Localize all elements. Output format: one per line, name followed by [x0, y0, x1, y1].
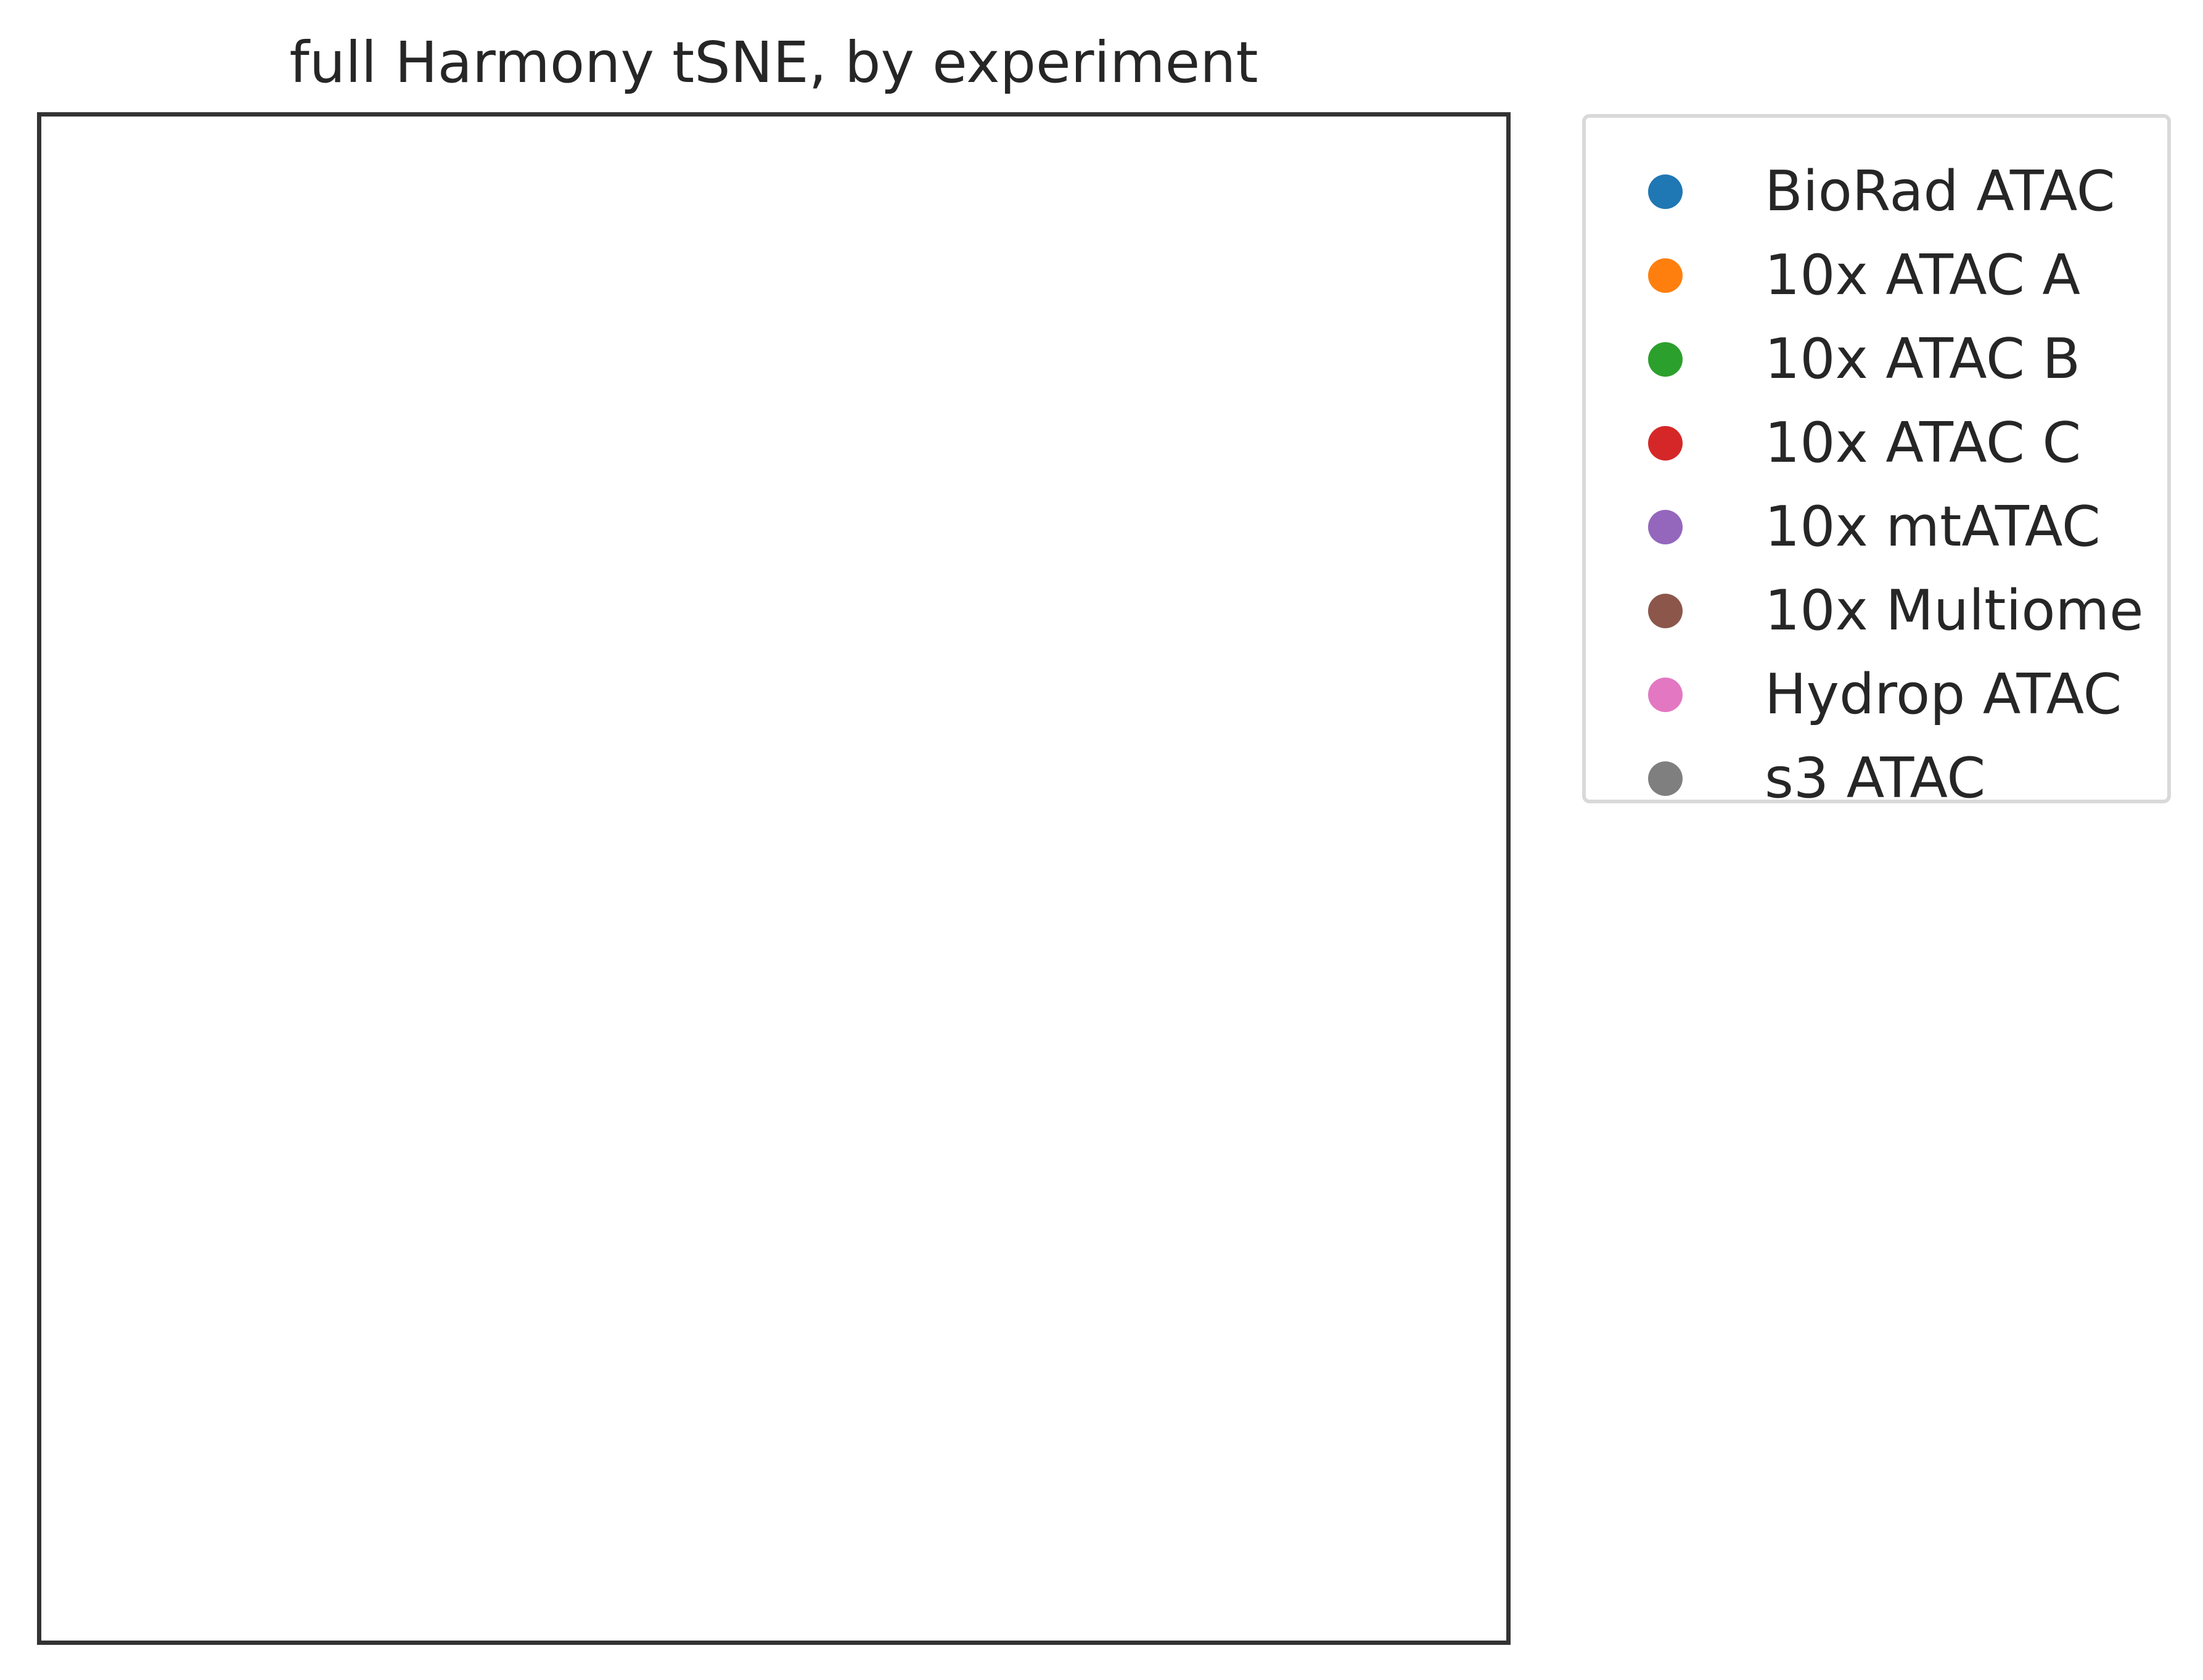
chart-title: full Harmony tSNE, by experiment — [289, 30, 1258, 96]
legend-marker — [1648, 342, 1683, 377]
legend-item-biorad-atac: BioRad ATAC — [1586, 150, 2167, 234]
legend-label: Hydrop ATAC — [1765, 662, 2122, 727]
legend-label: 10x ATAC A — [1765, 243, 2080, 308]
legend-item-s3-atac: s3 ATAC — [1586, 737, 2167, 821]
legend-label: 10x Multiome — [1765, 578, 2144, 643]
legend-marker — [1648, 761, 1683, 796]
legend-marker — [1648, 678, 1683, 712]
legend-item-10x-mtatac: 10x mtATAC — [1586, 485, 2167, 569]
legend-label: BioRad ATAC — [1765, 159, 2115, 224]
legend-item-10x-atac-c: 10x ATAC C — [1586, 401, 2167, 485]
legend-marker — [1648, 510, 1683, 544]
scatter-canvas — [41, 117, 1506, 1641]
legend-marker — [1648, 594, 1683, 628]
legend-label: s3 ATAC — [1765, 746, 1986, 811]
legend-marker — [1648, 258, 1683, 293]
legend-label: 10x ATAC B — [1765, 327, 2081, 391]
legend-label: 10x ATAC C — [1765, 411, 2082, 475]
legend-label: 10x mtATAC — [1765, 494, 2101, 559]
legend-item-10x-multiome: 10x Multiome — [1586, 569, 2167, 653]
legend: BioRad ATAC 10x ATAC A 10x ATAC B 10x AT… — [1582, 114, 2171, 811]
legend-marker — [1648, 426, 1683, 461]
legend-item-10x-atac-a: 10x ATAC A — [1586, 234, 2167, 318]
legend-item-10x-atac-b: 10x ATAC B — [1586, 318, 2167, 401]
legend-marker — [1648, 174, 1683, 209]
legend-item-hydrop-atac: Hydrop ATAC — [1586, 653, 2167, 737]
plot-area — [37, 112, 1511, 1645]
